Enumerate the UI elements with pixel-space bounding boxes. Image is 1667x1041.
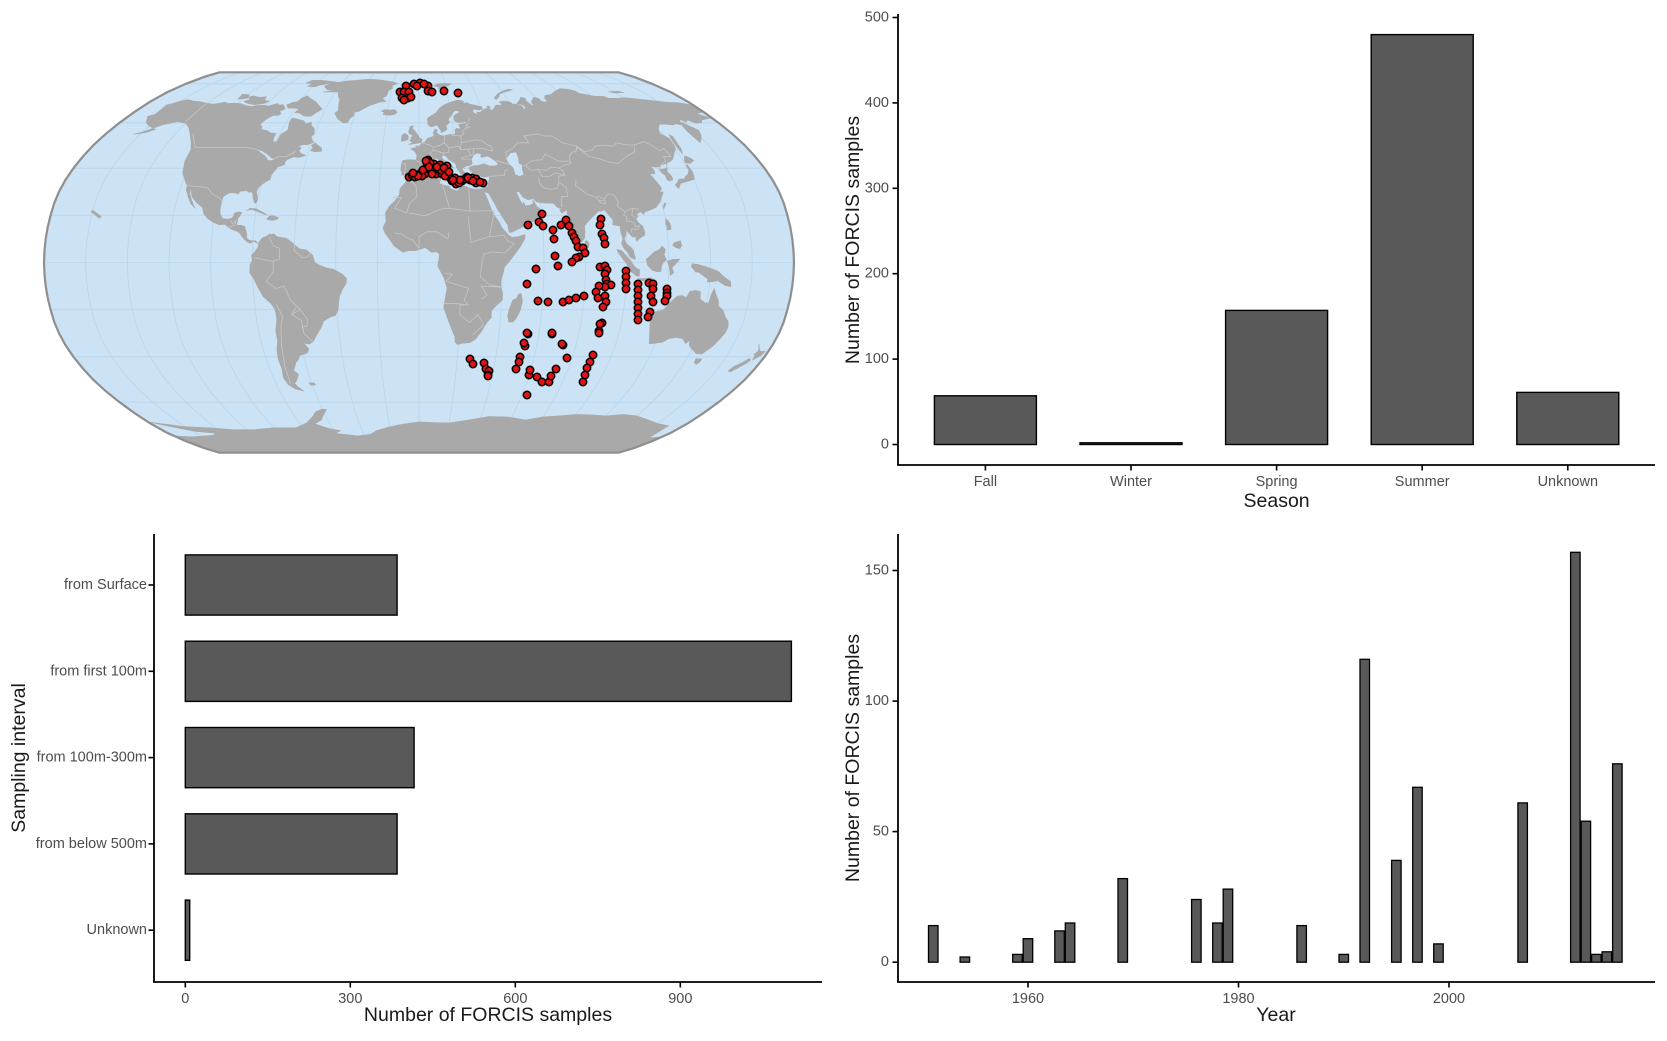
svg-text:300: 300: [338, 991, 362, 1007]
svg-text:Year: Year: [1256, 1004, 1296, 1026]
svg-text:Number of FORCIS samples: Number of FORCIS samples: [842, 634, 864, 882]
svg-text:Fall: Fall: [974, 474, 997, 490]
svg-text:Number of FORCIS samples: Number of FORCIS samples: [364, 1004, 612, 1026]
svg-text:Unknown: Unknown: [1538, 474, 1598, 490]
svg-text:900: 900: [668, 991, 692, 1007]
svg-text:Spring: Spring: [1256, 474, 1298, 490]
svg-text:200: 200: [865, 266, 889, 282]
svg-text:100: 100: [865, 351, 889, 367]
svg-text:50: 50: [873, 824, 889, 840]
svg-text:Number of FORCIS samples: Number of FORCIS samples: [842, 116, 864, 364]
svg-text:0: 0: [881, 954, 889, 970]
svg-text:Sampling interval: Sampling interval: [8, 683, 30, 833]
svg-text:Unknown: Unknown: [87, 922, 147, 938]
svg-text:from first 100m: from first 100m: [50, 663, 147, 679]
svg-text:400: 400: [865, 95, 889, 111]
svg-text:2000: 2000: [1433, 991, 1465, 1007]
svg-text:1960: 1960: [1012, 991, 1044, 1007]
svg-text:0: 0: [881, 437, 889, 453]
svg-text:300: 300: [865, 180, 889, 196]
svg-text:from below 500m: from below 500m: [36, 836, 147, 852]
svg-text:500: 500: [865, 10, 889, 26]
svg-text:1980: 1980: [1222, 991, 1254, 1007]
svg-text:Summer: Summer: [1395, 474, 1450, 490]
svg-text:100: 100: [865, 693, 889, 709]
svg-text:150: 150: [865, 563, 889, 579]
svg-text:0: 0: [181, 991, 189, 1007]
svg-text:from 100m-300m: from 100m-300m: [37, 750, 147, 766]
svg-text:Season: Season: [1244, 490, 1310, 512]
svg-text:Winter: Winter: [1110, 474, 1152, 490]
svg-text:from Surface: from Surface: [64, 577, 147, 593]
svg-text:600: 600: [503, 991, 527, 1007]
